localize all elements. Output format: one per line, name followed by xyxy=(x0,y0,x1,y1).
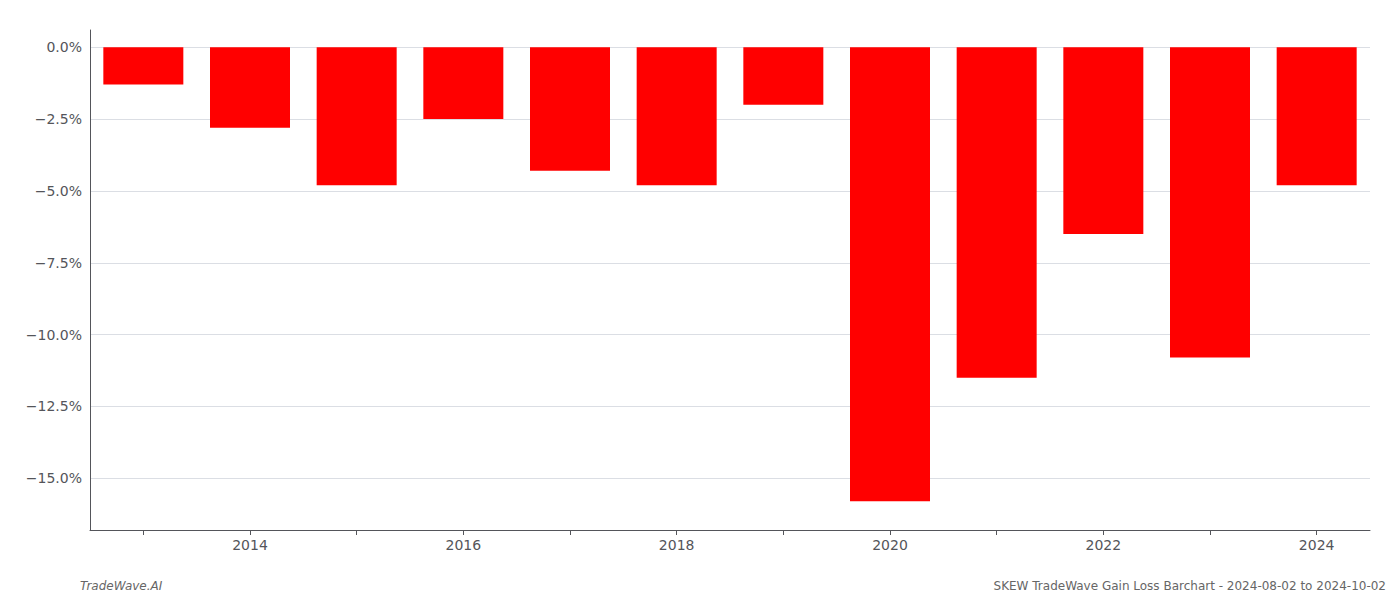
svg-text:−2.5%: −2.5% xyxy=(35,111,82,127)
svg-text:2018: 2018 xyxy=(659,537,695,553)
svg-text:0.0%: 0.0% xyxy=(46,39,82,55)
svg-text:SKEW TradeWave Gain Loss Barch: SKEW TradeWave Gain Loss Barchart - 2024… xyxy=(994,579,1386,593)
svg-text:−5.0%: −5.0% xyxy=(35,183,82,199)
svg-text:−10.0%: −10.0% xyxy=(26,327,82,343)
svg-text:2020: 2020 xyxy=(872,537,908,553)
svg-text:TradeWave.AI: TradeWave.AI xyxy=(80,579,163,593)
svg-text:2022: 2022 xyxy=(1086,537,1122,553)
svg-text:2016: 2016 xyxy=(446,537,482,553)
svg-text:2014: 2014 xyxy=(232,537,268,553)
svg-text:−7.5%: −7.5% xyxy=(35,255,82,271)
svg-text:−15.0%: −15.0% xyxy=(26,470,82,486)
svg-text:−12.5%: −12.5% xyxy=(26,398,82,414)
svg-text:2024: 2024 xyxy=(1299,537,1335,553)
